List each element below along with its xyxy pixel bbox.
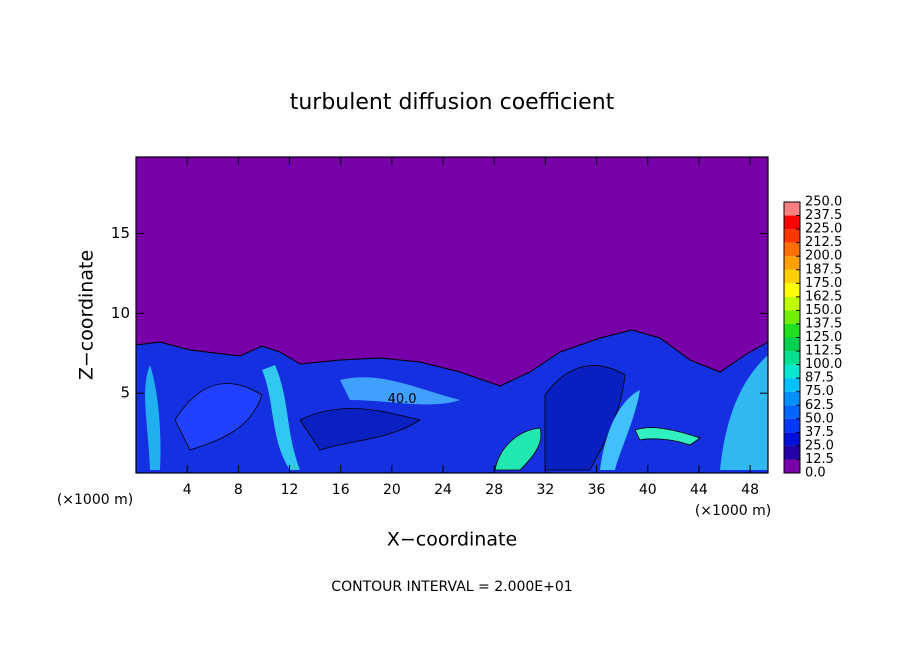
x-tick-label: 8 [234,482,243,498]
colorbar-band [784,364,800,379]
colorbar-band [784,378,800,392]
x-tick-label: 48 [741,482,759,498]
x-tick-label: 16 [332,482,350,498]
colorbar-band [784,323,800,338]
colorbar-label: 212.5 [805,235,842,250]
x-tick-label: 4 [183,482,192,498]
colorbar-label: 12.5 [805,452,834,467]
colorbar-band [784,256,800,270]
colorbar-label: 0.0 [805,466,826,481]
colorbar-band [784,445,800,460]
x-tick-label: 44 [690,482,708,498]
y-axis-label: Z−coordinate [76,250,98,380]
x-tick-label: 40 [639,482,657,498]
colorbar-label: 237.5 [805,208,842,223]
colorbar-band [784,432,800,446]
colorbar-band [784,405,800,419]
colorbar-label: 200.0 [805,249,842,264]
colorbar-band [784,296,800,311]
plot-frame [135,156,769,474]
footnote: CONTOUR INTERVAL = 2.000E+01 [331,579,572,595]
colorbar-band [784,242,800,257]
colorbar-label: 125.0 [805,330,842,345]
colorbar-label: 75.0 [805,384,834,399]
y-tick-label: 10 [111,304,130,322]
colorbar-label: 187.5 [805,262,842,277]
colorbar-band [784,283,800,297]
colorbar-band [784,351,800,365]
colorbar-band [784,391,800,406]
colorbar-label: 87.5 [805,371,834,386]
colorbar-band [784,269,800,284]
colorbar-label: 62.5 [805,398,834,413]
colorbar-label: 225.0 [805,222,842,237]
colorbar-label: 100.0 [805,357,842,372]
colorbar-label: 137.5 [805,316,842,331]
x-tick-label: 12 [281,482,299,498]
colorbar-label: 112.5 [805,344,842,359]
colorbar-band [784,337,800,352]
colorbar-label: 162.5 [805,289,842,304]
chart-title: turbulent diffusion coefficient [290,90,615,115]
x-tick-label: 24 [434,482,452,498]
colorbar-label: 175.0 [805,276,842,291]
colorbar-label: 25.0 [805,438,834,453]
x-axis-label: X−coordinate [387,529,517,551]
colorbar-band [784,215,800,230]
colorbar-label: 37.5 [805,425,834,440]
contour-label: 40.0 [388,392,417,407]
x-tick-label: 20 [383,482,401,498]
colorbar-band [784,459,800,473]
y-tick-label: 15 [111,224,130,242]
colorbar-band [784,310,800,324]
x-unit: (×1000 m) [695,503,771,519]
x-tick-label: 36 [588,482,606,498]
colorbar-band [784,229,800,243]
colorbar-band [784,202,800,216]
colorbar-label: 250.0 [805,195,842,210]
field [135,329,769,474]
colorbar-band [784,418,800,433]
y-unit: (×1000 m) [57,492,133,508]
colorbar-label: 50.0 [805,411,834,426]
y-tick-label: 5 [120,384,130,402]
colorbar-label: 150.0 [805,303,842,318]
x-tick-label: 28 [485,482,503,498]
x-tick-label: 32 [536,482,554,498]
